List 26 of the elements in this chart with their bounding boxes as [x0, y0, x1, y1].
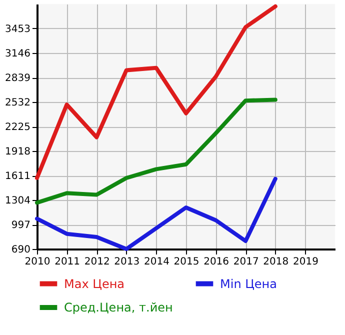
y-tick-label: 2532 — [5, 98, 30, 108]
y-tick-label: 2839 — [5, 73, 30, 84]
x-tick-label: 2013 — [114, 256, 140, 268]
x-tick-label: 2010 — [24, 256, 50, 268]
line-series — [35, 4, 278, 180]
line-series — [35, 176, 278, 251]
x-tick-label: 2011 — [54, 256, 80, 268]
y-tick-label: 1304 — [5, 196, 30, 206]
x-tick-label: 2015 — [174, 256, 200, 268]
y-tick-label: 3146 — [5, 48, 30, 60]
y-tick-label: 3453 — [5, 24, 30, 35]
legend-label: Max Цена — [64, 276, 125, 291]
line-series — [35, 98, 278, 205]
y-tick-label: 2225 — [5, 122, 30, 133]
x-tick-label: 2016 — [204, 256, 230, 268]
y-tick-label: 1611 — [5, 171, 30, 182]
x-tick-label: 2019 — [292, 256, 318, 268]
legend-label: Min Цена — [220, 276, 278, 291]
x-tick-label: 2012 — [84, 256, 110, 268]
y-tick-label: 1918 — [5, 146, 30, 158]
x-tick-label: 2017 — [233, 256, 259, 268]
y-tick-label: 690 — [11, 244, 30, 256]
legend-label: Сред.Цена, т.йен — [64, 300, 173, 314]
x-tick-label: 2014 — [144, 256, 170, 268]
x-tick-label: 2018 — [263, 256, 289, 268]
y-tick-label: 997 — [11, 220, 30, 231]
